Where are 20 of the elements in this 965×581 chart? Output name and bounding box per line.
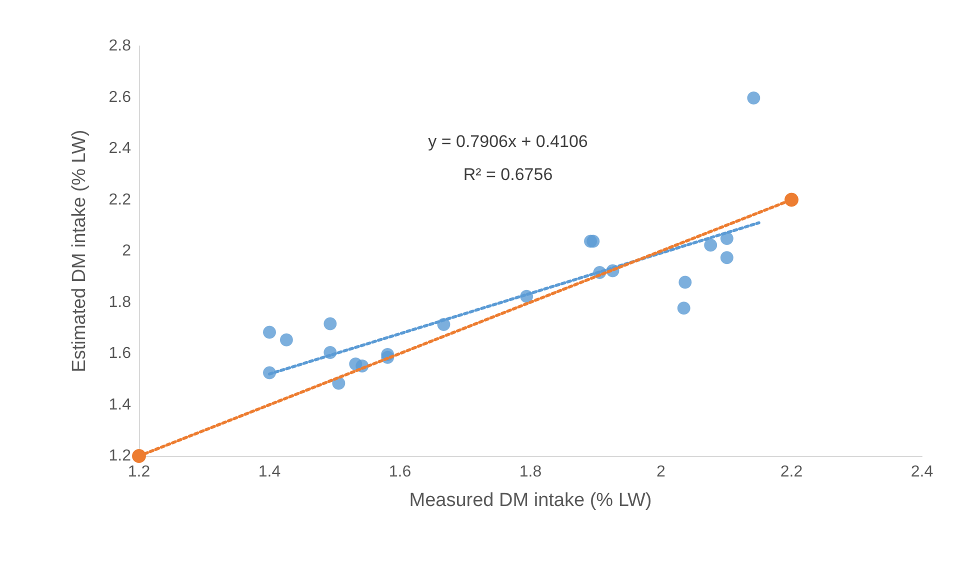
- x-tick-label: 1.8: [519, 464, 542, 480]
- x-tick-label: 2: [656, 464, 666, 480]
- y-tick-label: 2.2: [108, 191, 132, 208]
- x-tick-label: 2.2: [780, 464, 803, 480]
- x-tick-label: 1.4: [258, 464, 281, 480]
- y-tick-label: 2.4: [108, 140, 132, 157]
- annotation: y = 0.7906x + 0.4106: [428, 132, 588, 151]
- x-tick-label: 2.4: [910, 464, 934, 480]
- x-tick-label: 1.2: [128, 464, 150, 480]
- y-tick-label: 2.8: [108, 38, 132, 54]
- y-tick-label: 1.4: [108, 396, 132, 414]
- y-tick-label: 1.2: [108, 448, 132, 464]
- y-tick-label: 2.6: [108, 88, 132, 106]
- y-tick-label: 2: [122, 242, 132, 260]
- annotation: R² = 0.6756: [463, 165, 553, 184]
- x-axis-title: Measured DM intake (% LW): [409, 490, 652, 511]
- y-tick-label: 1.6: [108, 345, 132, 362]
- y-tick-label: 1.8: [108, 294, 132, 311]
- x-tick-label: 1.6: [388, 464, 412, 480]
- y-axis-title: Estimated DM intake (% LW): [69, 130, 90, 372]
